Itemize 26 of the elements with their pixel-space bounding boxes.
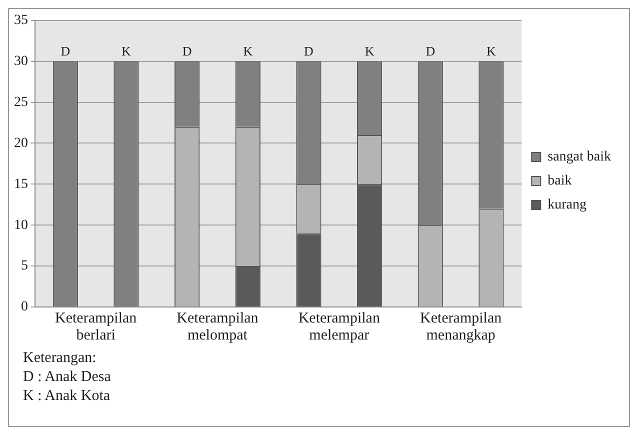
y-tick-label: 30: [14, 54, 28, 70]
legend-label: sangat baik: [548, 150, 612, 165]
x-tick-label: D: [426, 43, 436, 58]
y-tick-label: 20: [14, 136, 28, 151]
y-tick-label: 15: [14, 176, 28, 192]
x-tick-label: D: [182, 43, 192, 58]
text: D : Anak Desa: [23, 368, 112, 387]
y-tick-label: 10: [14, 218, 28, 233]
y-tick-label: 35: [14, 13, 28, 28]
x-tick-label: K: [486, 43, 497, 58]
y-tick-label: 0: [21, 300, 28, 315]
x-tick-label: D: [304, 43, 314, 58]
x-tick-label: D: [60, 43, 70, 58]
legend-label: kurang: [548, 198, 587, 213]
y-tick-label: 5: [21, 258, 28, 274]
legend-label: baik: [548, 174, 572, 189]
text: Keterampilan melompat: [176, 310, 259, 344]
text: Keterampilan berlari: [55, 310, 138, 344]
text: Keterangan:: [23, 349, 98, 368]
y-tick-label: 25: [14, 94, 28, 110]
x-tick-label: K: [364, 43, 375, 58]
x-tick-label: K: [243, 43, 254, 58]
x-tick-label: K: [122, 43, 132, 58]
text: Keterampilan menangkap: [420, 310, 502, 344]
text: K : Anak Kota: [23, 387, 112, 406]
text: Keterampilan melempar: [298, 310, 380, 344]
